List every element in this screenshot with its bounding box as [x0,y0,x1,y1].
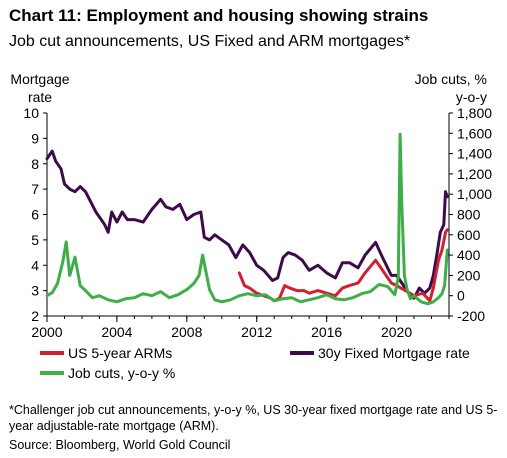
footnote: *Challenger job cut announcements, y-o-y… [9,403,498,433]
left-tick-label: 3 [31,283,39,299]
series-line-jobcuts [45,132,449,306]
left-axis-title: Mortgage [10,71,69,87]
right-tick-label: 1,200 [457,166,492,182]
left-tick-label: 2 [31,308,39,324]
series-line-fixed [45,149,449,300]
right-tick-label: 200 [457,267,481,283]
left-tick-label: 4 [31,257,39,273]
left-axis-title: rate [28,89,52,105]
source-note: Source: Bloomberg, World Gold Council [9,438,231,452]
chart-axes: 2 3 4 5 6 7 8 9 10 -200 0 200 400 600 800 1,000 1,200 1,4… [10,71,492,340]
right-axis-title: Job cuts, % [415,71,487,87]
right-tick-label: 400 [457,247,481,263]
right-tick-label: 0 [457,288,465,304]
left-tick-label: 6 [31,207,39,223]
x-tick-label: 2008 [171,324,202,340]
x-tick-label: 2016 [311,324,342,340]
x-tick-label: 2004 [101,324,132,340]
left-tick-label: 9 [31,130,39,146]
left-tick-label: 8 [31,156,39,172]
right-tick-label: 600 [457,227,481,243]
right-tick-label: -200 [457,308,485,324]
legend-label-arm: US 5-year ARMs [68,345,172,361]
left-tick-label: 5 [31,232,39,248]
legend-label-fixed: 30y Fixed Mortgage rate [318,345,470,361]
chart-title: Chart 11: Employment and housing showing… [9,6,429,25]
x-tick-label: 2012 [241,324,272,340]
right-tick-label: 1,400 [457,146,492,162]
right-axis-title: y-o-y [456,89,487,105]
chart-legend: US 5-year ARMs 30y Fixed Mortgage rate Job… [40,345,470,381]
left-tick-label: 7 [31,181,39,197]
chart-series [45,132,449,306]
right-tick-label: 1,600 [457,125,492,141]
legend-label-jobcuts: Job cuts, y-o-y % [68,365,175,381]
x-tick-label: 2020 [381,324,412,340]
right-tick-label: 800 [457,207,481,223]
series-line-arm [237,228,449,303]
chart-canvas: 2 3 4 5 6 7 8 9 10 -200 0 200 400 600 800 1,000 1,200 1,4… [10,71,492,381]
right-tick-label: 1,800 [457,105,492,121]
chart-subtitle: Job cut announcements, US Fixed and ARM … [9,33,411,50]
left-tick-label: 10 [23,105,39,121]
right-tick-label: 1,000 [457,186,492,202]
x-tick-label: 2000 [31,324,62,340]
